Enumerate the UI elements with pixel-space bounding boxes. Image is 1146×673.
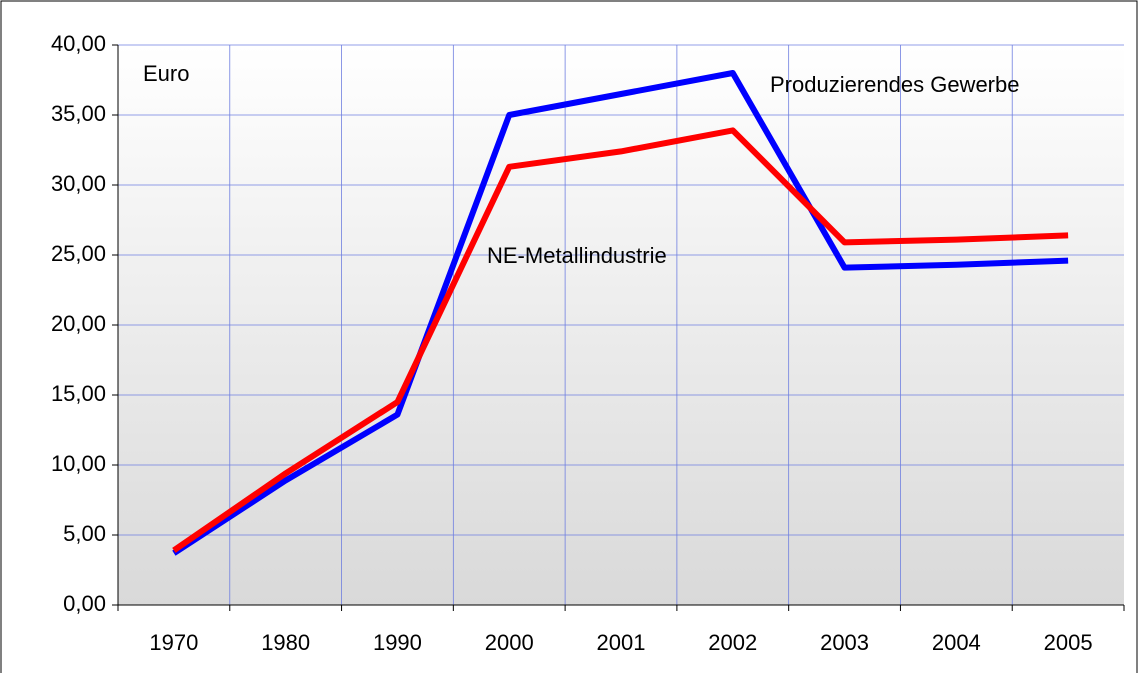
y-axis-label: Euro <box>143 61 189 86</box>
series-label: Produzierendes Gewerbe <box>770 72 1019 97</box>
y-tick-label: 35,00 <box>51 101 106 126</box>
x-tick-label: 1970 <box>149 630 198 655</box>
x-tick-label: 2005 <box>1044 630 1093 655</box>
grid <box>112 44 1125 611</box>
y-tick-label: 40,00 <box>51 31 106 56</box>
x-tick-label: 2003 <box>820 630 869 655</box>
marks <box>172 70 1069 556</box>
y-tick-label: 0,00 <box>63 591 106 616</box>
x-tick-label: 1990 <box>373 630 422 655</box>
y-tick-label: 20,00 <box>51 311 106 336</box>
x-tick-label: 2004 <box>932 630 981 655</box>
y-tick-label: 25,00 <box>51 241 106 266</box>
x-tick-label: 2002 <box>708 630 757 655</box>
series-label: NE-Metallindustrie <box>487 243 667 268</box>
x-tick-label: 2000 <box>485 630 534 655</box>
x-tick-label: 1980 <box>261 630 310 655</box>
y-tick-label: 5,00 <box>63 521 106 546</box>
series-line <box>172 127 1069 553</box>
y-tick-label: 10,00 <box>51 451 106 476</box>
y-tick-label: 30,00 <box>51 171 106 196</box>
x-tick-label: 2001 <box>597 630 646 655</box>
y-tick-label: 15,00 <box>51 381 106 406</box>
series-line <box>172 70 1069 556</box>
